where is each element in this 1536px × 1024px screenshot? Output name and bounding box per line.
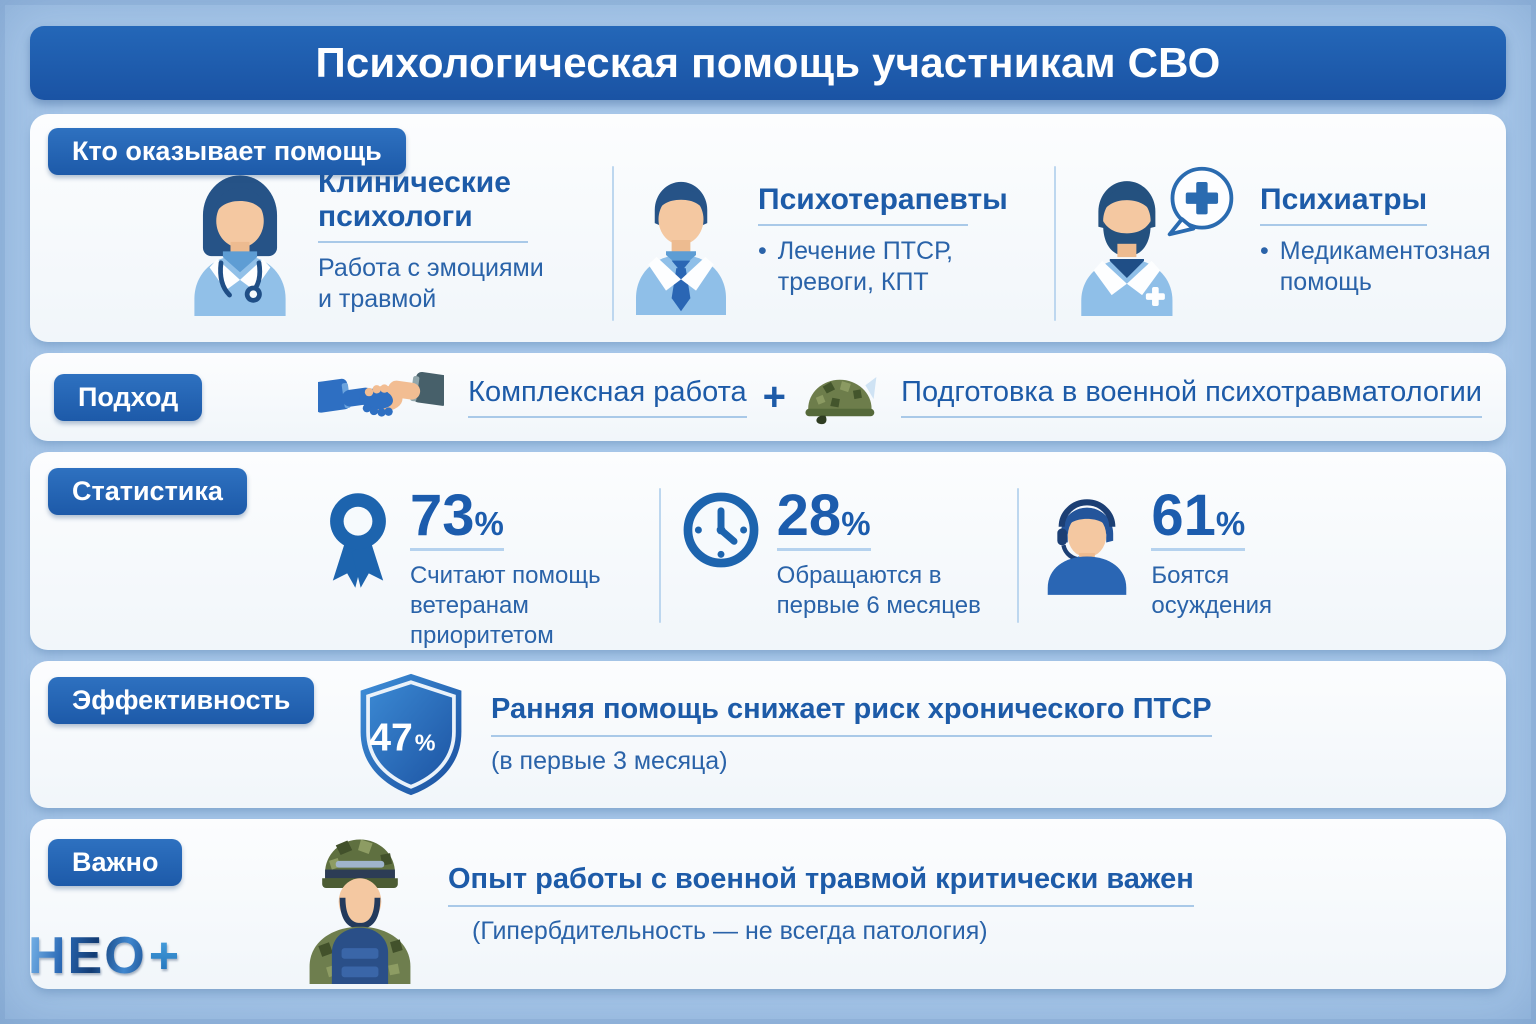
stat-number: 61% — [1151, 487, 1246, 552]
bullet-item: Медикаментозная помощь — [1260, 236, 1491, 297]
approach-item-complex-work: Комплексная работа — [468, 376, 747, 418]
stat-priority: 73% Считают помощь ветеранам приоритетом — [322, 487, 639, 651]
stat-suffix: % — [841, 505, 871, 542]
speech-bubble-cross-icon — [1167, 166, 1234, 237]
stat-first-six-months: 28% Обращаются в первые 6 месяцев — [681, 487, 998, 651]
stat-divider — [658, 488, 661, 623]
award-ribbon-icon — [330, 493, 386, 588]
soldier-icon — [309, 839, 411, 984]
bullet-text: Лечение ПТСР, тревоги, КПТ — [777, 237, 953, 296]
stat-number: 73% — [410, 487, 504, 552]
stat-suffix: % — [1215, 505, 1246, 542]
card-who-helps: Кто оказывает помощь Клиничес — [30, 114, 1506, 342]
bullet-text: Медикаментозная помощь — [1279, 237, 1491, 296]
provider-text: Психиатры Медикаментозная помощь — [1260, 183, 1491, 298]
card-statistics: Статистика 73% Считают помощь ветеранам … — [30, 452, 1506, 650]
section-badge-effectiveness: Эффективность — [48, 677, 315, 724]
provider-description: Работа с эмоциями и травмой — [318, 254, 544, 313]
provider-text: Клинические психологи Работа с эмоциями … — [318, 166, 548, 314]
brand-logo: НЕО+ — [28, 926, 181, 986]
page-title: Психологическая помощь участникам СВО — [315, 39, 1221, 86]
bullet-dot — [1260, 236, 1269, 267]
provider-clinical-psychologists: Клинические психологи Работа с эмоциями … — [180, 164, 604, 316]
stat-label: Считают помощь ветеранам приоритетом — [410, 562, 601, 650]
effectiveness-note: (в первые 3 месяца) — [491, 747, 728, 775]
card-approach: Подход Комплексная работа + — [30, 353, 1506, 441]
psychiatrist-icon — [1081, 166, 1234, 316]
support-agent-headset-icon — [1048, 499, 1127, 595]
provider-psychotherapists: Психотерапевты Лечение ПТСР, тревоги, КП… — [622, 165, 1046, 315]
stat-value: 28 — [776, 483, 842, 548]
provider-text: Психотерапевты Лечение ПТСР, тревоги, КП… — [758, 183, 1008, 298]
important-text: Опыт работы с военной травмой критически… — [448, 863, 1194, 946]
stat-text: 61% Боятся осуждения — [1151, 487, 1356, 621]
card-important: Важно — [30, 819, 1506, 989]
approach-row: Подход Комплексная работа + — [30, 353, 1506, 441]
effectiveness-row: 47 % Ранняя помощь снижает риск хроничес… — [30, 661, 1506, 808]
title-bar: Психологическая помощь участникам СВО — [30, 26, 1506, 100]
important-row: Опыт работы с военной травмой критически… — [30, 819, 1506, 989]
male-psychotherapist-icon — [636, 181, 726, 315]
plus-sign: + — [762, 374, 787, 419]
providers-row: Клинические психологи Работа с эмоциями … — [30, 114, 1506, 342]
brand-logo-text: НЕО — [28, 927, 147, 985]
column-divider — [612, 165, 614, 321]
stat-text: 28% Обращаются в первые 6 месяцев — [776, 487, 992, 621]
stat-number: 28% — [776, 487, 871, 552]
stat-fear-of-judgement: 61% Боятся осуждения — [1039, 487, 1356, 651]
section-badge-who-helps: Кто оказывает помощь — [48, 128, 406, 175]
provider-title: Клинические психологи — [318, 166, 528, 244]
stat-value: 73 — [410, 483, 475, 548]
stat-text: 73% Считают помощь ветеранам приоритетом — [410, 487, 625, 651]
effectiveness-heading: Ранняя помощь снижает риск хронического … — [491, 693, 1212, 737]
military-helmet-icon — [805, 377, 877, 425]
section-badge-approach: Подход — [54, 373, 203, 421]
handshake-icon — [318, 371, 445, 417]
shield-icon: 47 % — [360, 673, 462, 796]
shield-value: 47 — [369, 716, 413, 759]
card-effectiveness: Эффективность 47 % Ранняя помощь снижает… — [30, 661, 1506, 808]
column-divider — [1054, 165, 1056, 321]
section-badge-important: Важно — [48, 839, 183, 886]
stat-label: Боятся осуждения — [1151, 562, 1273, 620]
bullet-item: Лечение ПТСР, тревоги, КПТ — [758, 236, 993, 297]
section-badge-statistics: Статистика — [48, 468, 247, 515]
brand-logo-plus: + — [148, 927, 182, 985]
stat-suffix: % — [474, 505, 504, 542]
provider-title: Психотерапевты — [758, 183, 1008, 227]
clock-icon — [683, 492, 759, 568]
provider-psychiatrists: Психиатры Медикаментозная помощь — [1064, 164, 1491, 316]
shield-suffix: % — [415, 729, 436, 755]
important-note: (Гипербдительность — не всегда патология… — [472, 916, 988, 945]
stat-divider — [1017, 488, 1020, 623]
stat-label: Обращаются в первые 6 месяцев — [776, 562, 981, 620]
stat-value: 61 — [1151, 483, 1216, 548]
effectiveness-text: Ранняя помощь снижает риск хронического … — [491, 693, 1212, 776]
statistics-row: 73% Считают помощь ветеранам приоритетом… — [30, 452, 1506, 651]
female-psychologist-icon — [194, 175, 286, 316]
important-heading: Опыт работы с военной травмой критически… — [448, 863, 1194, 907]
approach-item-military-training: Подготовка в военной психотравматологии — [901, 376, 1482, 418]
provider-title: Психиатры — [1260, 183, 1428, 227]
bullet-dot — [758, 236, 767, 267]
